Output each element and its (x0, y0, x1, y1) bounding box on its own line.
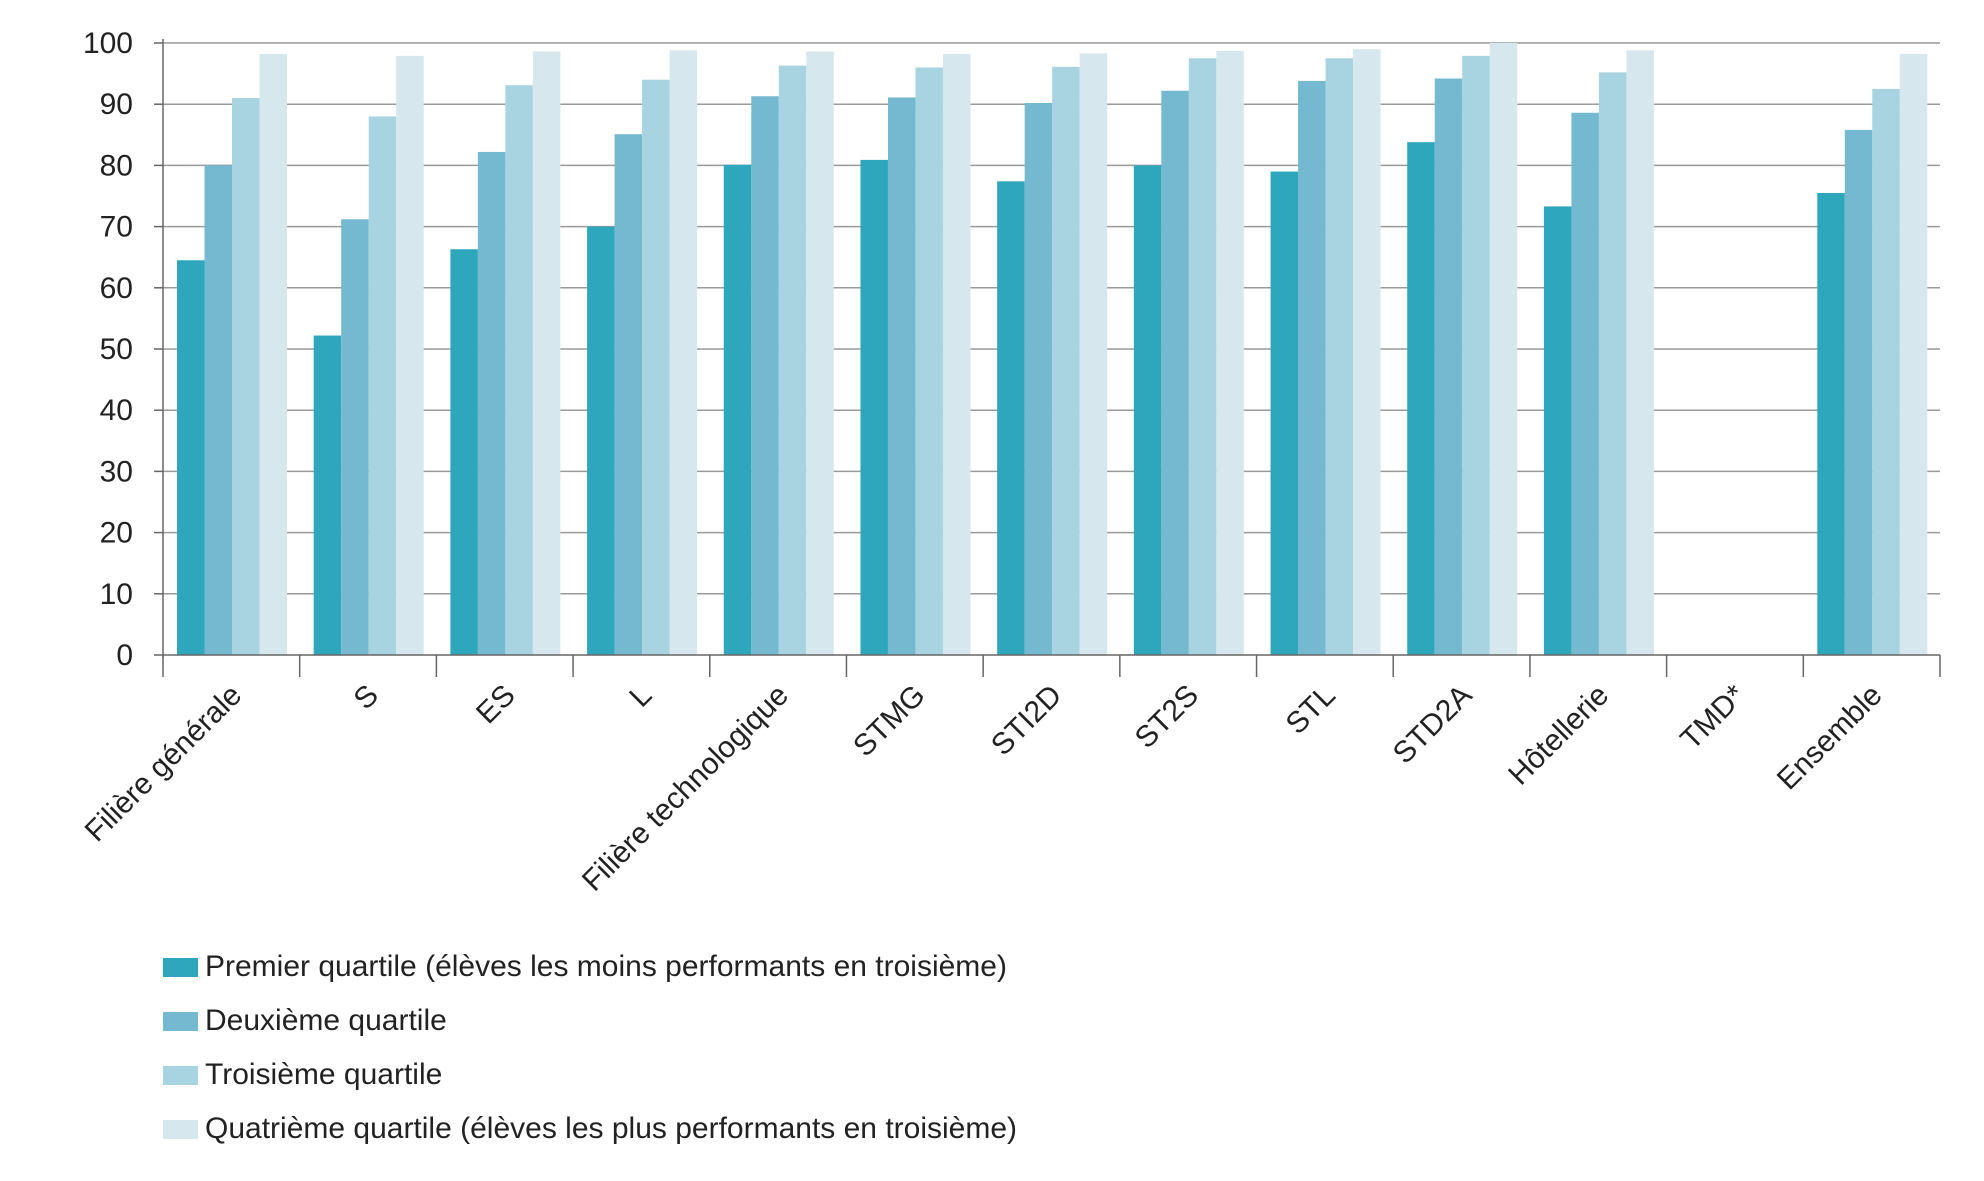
bar (1188, 58, 1217, 656)
bar (1298, 80, 1326, 656)
x-category-label: Filière technologique (576, 679, 795, 898)
bar (1079, 53, 1108, 656)
x-category-label: S (348, 679, 385, 716)
bar (368, 116, 397, 655)
bar (997, 181, 1025, 655)
legend-swatch-q4 (163, 1119, 198, 1139)
legend-label-q4: Quatrième quartile (élèves les plus perf… (205, 1112, 1018, 1145)
bar (1024, 102, 1053, 655)
bar (477, 151, 506, 655)
x-category-label: Ensemble (1771, 679, 1889, 797)
axes (162, 39, 1941, 677)
bar (1462, 55, 1490, 656)
bar (1626, 50, 1654, 656)
bar (1872, 88, 1900, 655)
bar (313, 335, 342, 655)
bar (942, 54, 971, 656)
legend-item: Deuxième quartile (163, 994, 1017, 1048)
y-tick-label: 30 (100, 455, 133, 488)
bar (915, 67, 943, 656)
y-tick-label: 90 (100, 88, 133, 121)
y-tick-label: 80 (100, 149, 133, 182)
bar (1270, 171, 1299, 655)
bar (860, 159, 888, 655)
bar (642, 79, 670, 656)
bar (1543, 206, 1572, 656)
bar (1817, 192, 1845, 655)
bar (1844, 129, 1873, 656)
bar (1434, 78, 1463, 656)
x-category-label: STD2A (1387, 679, 1479, 771)
bar (1161, 90, 1189, 655)
legend-swatch-q2 (163, 1011, 198, 1031)
legend-item: Troisième quartile (163, 1048, 1017, 1102)
bar (806, 51, 834, 656)
legend-item: Quatrième quartile (élèves les plus perf… (163, 1102, 1017, 1156)
bar (1216, 50, 1244, 656)
bar (505, 85, 533, 655)
legend-swatch-q3 (163, 1065, 198, 1085)
x-category-label: TMD* (1674, 678, 1752, 756)
x-category-label: STL (1280, 679, 1342, 741)
bar (1899, 54, 1928, 656)
bar (341, 219, 369, 656)
bar (1571, 112, 1599, 655)
y-tick-label: 40 (100, 394, 133, 427)
y-axis-tick-labels: 0 10 20 30 40 50 60 70 80 90 100 (83, 27, 133, 672)
bar (669, 50, 698, 656)
y-tick-label: 20 (100, 517, 133, 550)
x-category-label: ST2S (1129, 679, 1205, 755)
legend-swatch-q1 (163, 957, 198, 977)
bar (614, 134, 643, 656)
bars (177, 43, 1928, 656)
bar (1489, 43, 1518, 655)
x-category-label: Hôtellerie (1502, 679, 1615, 792)
y-tick-label: 60 (100, 272, 133, 305)
bar (1353, 49, 1381, 656)
bar (723, 164, 752, 655)
y-tick-label: 70 (100, 211, 133, 244)
bar (259, 54, 287, 656)
x-category-label: ES (470, 679, 522, 731)
y-tick-label: 10 (100, 578, 133, 611)
bar (204, 165, 232, 655)
bar (396, 55, 424, 656)
x-category-label: Filière générale (79, 679, 249, 849)
legend: Premier quartile (élèves les moins perfo… (163, 940, 1017, 1156)
bar (887, 97, 916, 655)
bar (232, 98, 260, 655)
legend-label-q1: Premier quartile (élèves les moins perfo… (205, 950, 1007, 983)
legend-label-q3: Troisième quartile (205, 1058, 443, 1091)
bar (1407, 142, 1435, 656)
y-tick-label: 100 (83, 27, 133, 60)
y-tick-label: 0 (116, 639, 133, 672)
x-category-label: STMG (847, 679, 932, 764)
legend-item: Premier quartile (élèves les moins perfo… (163, 940, 1017, 994)
bar (1052, 66, 1080, 656)
bar-chart: 0 10 20 30 40 50 60 70 80 90 100 Filière générale S… (79, 27, 1941, 898)
bar (532, 51, 561, 656)
legend-label-q2: Deuxième quartile (205, 1004, 447, 1037)
y-tick-label: 50 (100, 333, 133, 366)
bar (1325, 58, 1354, 656)
bar (177, 260, 205, 655)
bar (1133, 165, 1162, 655)
bar (751, 96, 779, 655)
bar (1598, 72, 1627, 656)
x-category-label: L (623, 679, 658, 714)
x-category-label: STI2D (985, 679, 1068, 762)
bar (778, 65, 807, 656)
bar (450, 249, 478, 655)
bar (587, 226, 615, 655)
